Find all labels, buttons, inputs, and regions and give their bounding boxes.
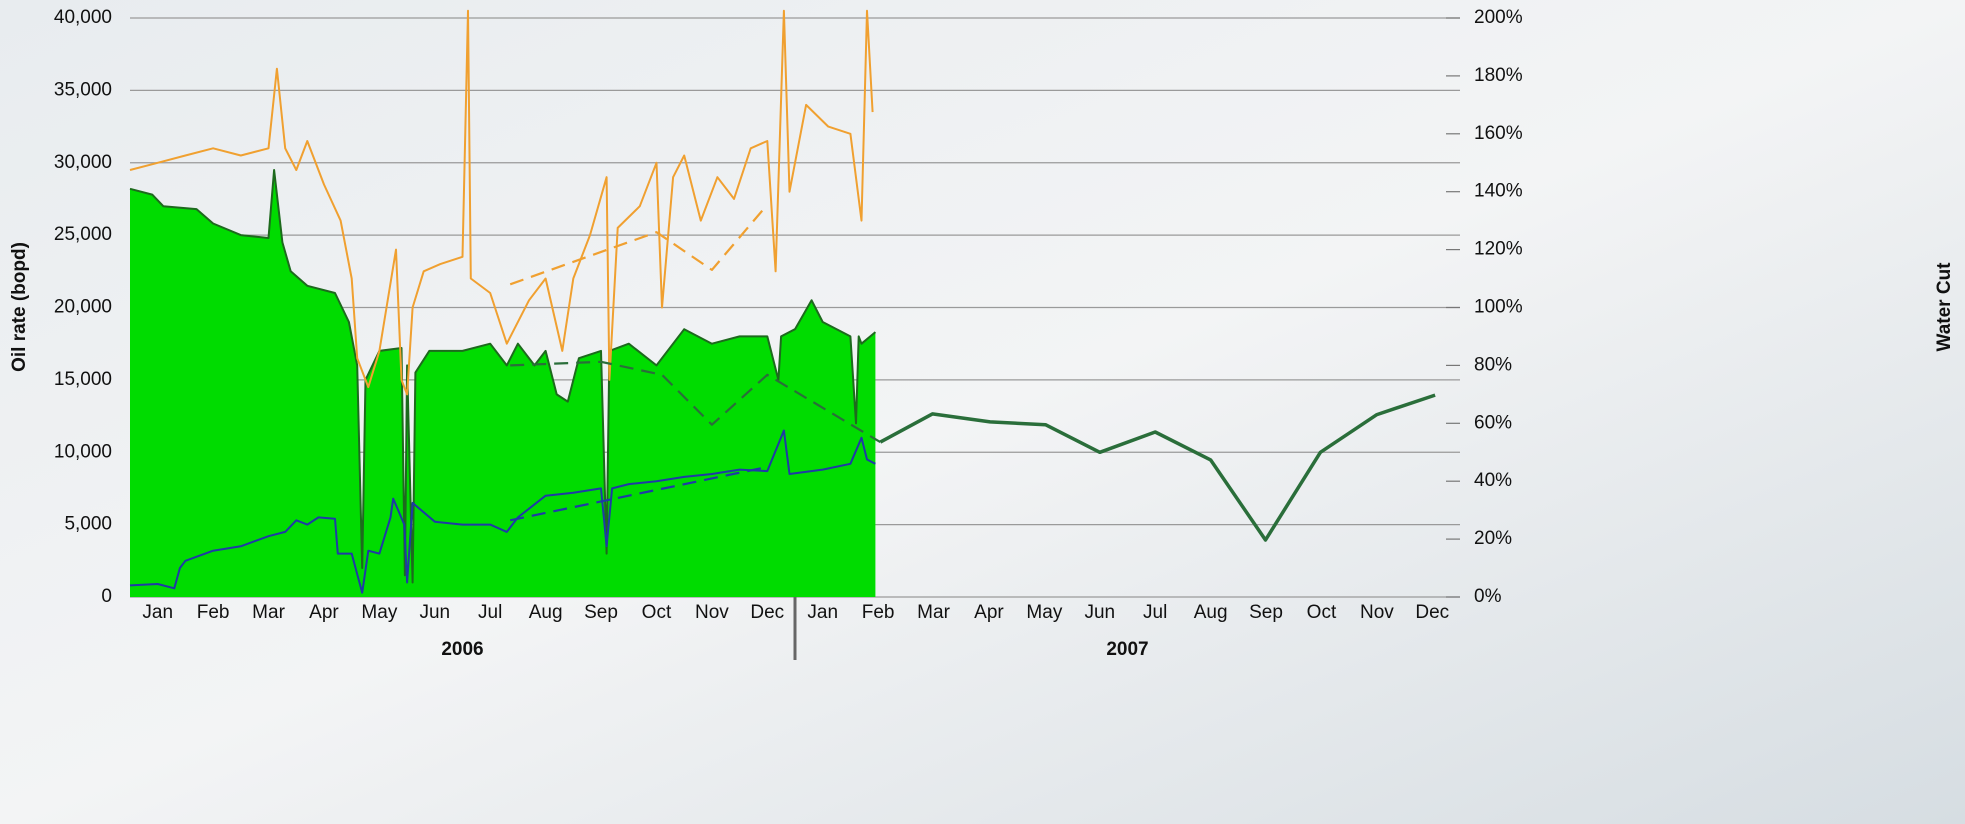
y-tick-label: 10,000 [54,441,112,462]
x-tick-label: Sep [1249,602,1283,623]
x-tick-label: Jan [807,602,838,623]
x-tick-label: Jul [1143,602,1167,623]
y2-tick-label: 40% [1474,470,1512,491]
y-tick-label: 35,000 [54,79,112,100]
x-tick-label: Dec [750,602,784,623]
page: Oil rate (bopd) Water Cut 0 5,000 10,000 15… [0,0,1965,824]
y-tick-label: 20,000 [54,297,112,318]
y2-tick-label: 0% [1474,586,1502,607]
y2-tick-label: 60% [1474,412,1512,433]
y-tick-label: 0 [101,586,112,607]
y-tick-label: 5,000 [64,514,112,535]
y2-tick-label: 160% [1474,123,1523,144]
y2-axis-title: Water Cut [1934,262,1955,352]
y2-tick-label: 80% [1474,354,1512,375]
x-tick-label: May [361,602,397,623]
y-tick-label: 15,000 [54,369,112,390]
x-tick-label: Apr [974,602,1004,623]
x-tick-label: Jan [142,602,173,623]
x-tick-label: Mar [917,602,950,623]
x-group-label: 2007 [1106,639,1148,660]
x-tick-label: Dec [1415,602,1449,623]
y-tick-label: 30,000 [54,152,112,173]
x-tick-label: Nov [1360,602,1394,623]
y-tick-label: 25,000 [54,224,112,245]
x-group-label: 2006 [441,639,483,660]
y2-tick-label: 100% [1474,297,1523,318]
x-tick-label: Aug [529,602,563,623]
y-axis-title: Oil rate (bopd) [9,242,30,372]
y2-tick-label: 20% [1474,528,1512,549]
x-tick-label: Feb [862,602,895,623]
y-tick-label: 40,000 [54,7,112,28]
x-tick-label: Aug [1194,602,1228,623]
x-tick-label: Mar [252,602,285,623]
x-tick-label: Jun [419,602,450,623]
x-tick-label: May [1026,602,1062,623]
x-tick-label: Jun [1084,602,1115,623]
chart: Oil rate (bopd) Water Cut 0 5,000 10,000 15… [0,0,1965,824]
x-tick-label: Apr [309,602,339,623]
x-tick-label: Feb [197,602,230,623]
y2-tick-label: 120% [1474,239,1523,260]
x-tick-label: Jul [478,602,502,623]
x-tick-label: Oct [642,602,672,623]
y2-tick-label: 200% [1474,7,1523,28]
y2-tick-label: 180% [1474,65,1523,86]
x-tick-label: Oct [1307,602,1337,623]
x-tick-label: Sep [584,602,618,623]
y2-tick-label: 140% [1474,181,1523,202]
x-tick-label: Nov [695,602,729,623]
